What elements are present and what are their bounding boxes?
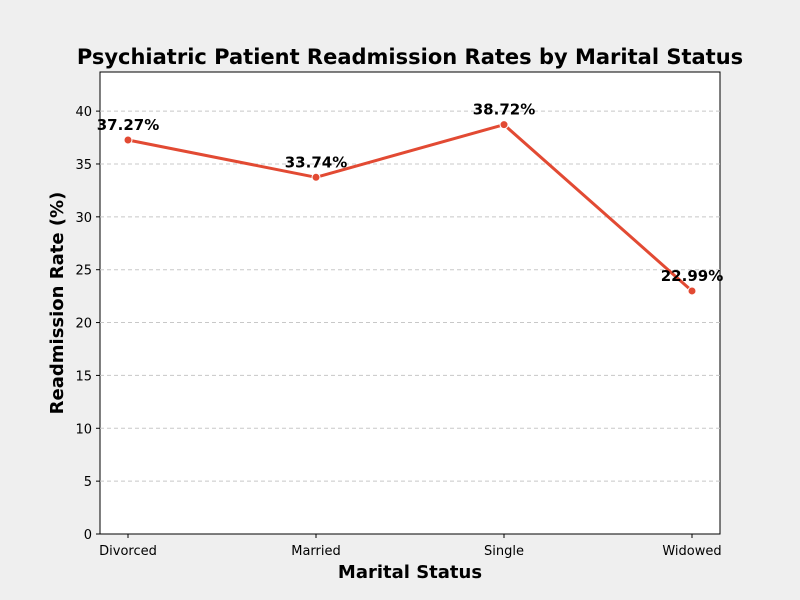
y-tick-label-20: 20 bbox=[75, 317, 92, 332]
grid-lines bbox=[100, 110, 720, 482]
y-axis-ticks: 0 5 10 15 20 25 30 35 40 bbox=[75, 105, 100, 543]
data-series bbox=[123, 120, 697, 296]
data-point-married bbox=[311, 172, 321, 182]
y-tick-label-25: 25 bbox=[75, 264, 92, 279]
data-label-married: 33.74% bbox=[285, 153, 347, 171]
x-axis-ticks: Divorced Married Single Widowed bbox=[99, 534, 722, 559]
y-tick-label-30: 30 bbox=[75, 211, 92, 226]
y-tick-label-5: 5 bbox=[84, 475, 92, 490]
x-axis-label: Marital Status bbox=[338, 562, 482, 583]
data-label-widowed: 22.99% bbox=[661, 267, 723, 285]
data-label-single: 38.72% bbox=[473, 101, 535, 119]
data-label-divorced: 37.27% bbox=[97, 116, 159, 134]
data-point-widowed bbox=[687, 286, 697, 296]
plot-area bbox=[99, 71, 721, 535]
y-tick-label-15: 15 bbox=[75, 369, 92, 384]
x-tick-label-divorced: Divorced bbox=[99, 544, 157, 559]
y-tick-label-0: 0 bbox=[84, 528, 92, 543]
y-tick-label-40: 40 bbox=[75, 105, 92, 120]
data-point-single bbox=[499, 120, 509, 130]
x-tick-label-married: Married bbox=[291, 544, 341, 559]
y-tick-label-35: 35 bbox=[75, 158, 92, 173]
data-point-divorced bbox=[123, 135, 133, 145]
x-tick-label-single: Single bbox=[484, 544, 524, 559]
y-axis-label: Readmission Rate (%) bbox=[47, 192, 68, 415]
data-labels: 37.27% 33.74% 38.72% 22.99% bbox=[97, 101, 723, 285]
chart-title: Psychiatric Patient Readmission Rates by… bbox=[77, 45, 743, 69]
readmission-rate-line bbox=[126, 123, 694, 293]
y-tick-label-10: 10 bbox=[75, 422, 92, 437]
x-tick-label-widowed: Widowed bbox=[662, 544, 721, 559]
